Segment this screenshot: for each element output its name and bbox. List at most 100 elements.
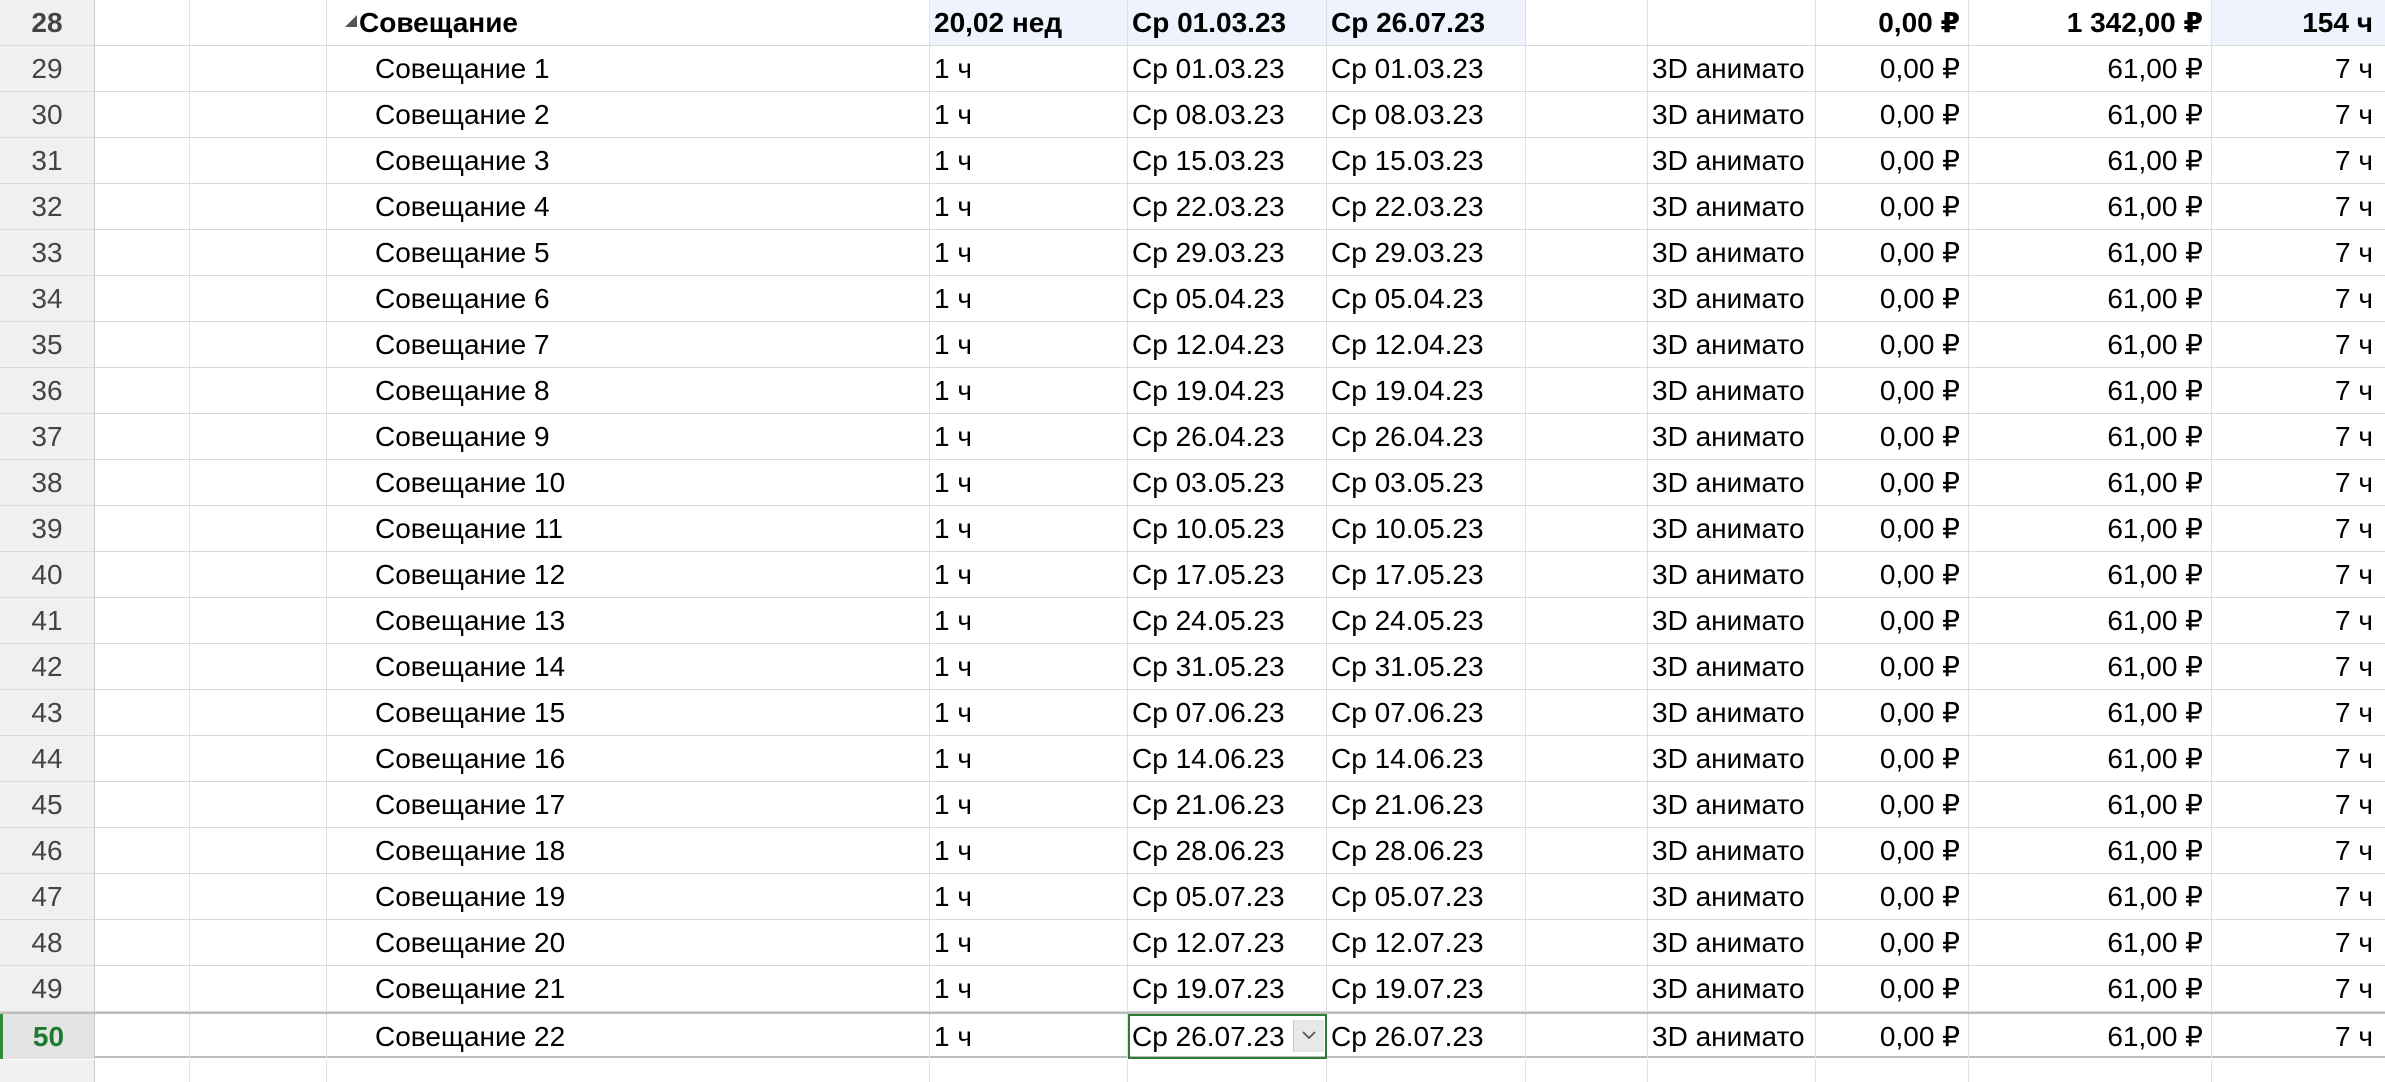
resource-cell[interactable]: 3D анимато <box>1648 552 1816 597</box>
collapse-triangle-icon[interactable] <box>345 14 357 27</box>
finish-cell[interactable]: Ср 24.05.23 <box>1327 598 1526 643</box>
fixed-cost-cell[interactable]: 0,00 ₽ <box>1816 598 1969 643</box>
cost-cell[interactable]: 61,00 ₽ <box>1969 322 2212 367</box>
cost-cell[interactable]: 61,00 ₽ <box>1969 460 2212 505</box>
task-name-cell[interactable]: Совещание 22 <box>327 1014 930 1059</box>
resource-cell[interactable]: 3D анимато <box>1648 690 1816 735</box>
cost-cell[interactable]: 61,00 ₽ <box>1969 414 2212 459</box>
row-id[interactable]: 40 <box>0 552 95 597</box>
task-row[interactable]: 44 Совещание 16 1 ч Ср 14.06.23 Ср 14.06.23 3… <box>0 736 2385 782</box>
resource-cell[interactable]: 3D анимато <box>1648 736 1816 781</box>
predecessors-cell[interactable] <box>1526 920 1648 965</box>
row-id[interactable]: 29 <box>0 46 95 91</box>
row-id[interactable]: 41 <box>0 598 95 643</box>
resource-cell[interactable]: 3D анимато <box>1648 506 1816 551</box>
resource-cell[interactable]: 3D анимато <box>1648 598 1816 643</box>
fixed-cost-cell[interactable]: 0,00 ₽ <box>1816 1014 1969 1059</box>
predecessors-cell[interactable] <box>1526 828 1648 873</box>
duration-cell[interactable]: 20,02 нед <box>930 0 1128 45</box>
resource-cell[interactable]: 3D анимато <box>1648 966 1816 1011</box>
predecessors-cell[interactable] <box>1526 184 1648 229</box>
work-cell[interactable]: 7 ч <box>2335 743 2373 774</box>
work-cell[interactable]: 7 ч <box>2335 99 2373 130</box>
task-name-cell[interactable]: Совещание 14 <box>327 644 930 689</box>
fixed-cost-cell[interactable]: 0,00 ₽ <box>1816 138 1969 183</box>
work-cell[interactable]: 7 ч <box>2335 973 2373 1004</box>
row-id[interactable]: 33 <box>0 230 95 275</box>
predecessors-cell[interactable] <box>1526 276 1648 321</box>
cost-cell[interactable]: 61,00 ₽ <box>1969 184 2212 229</box>
task-mode-cell[interactable] <box>190 782 327 827</box>
start-cell[interactable]: Ср 31.05.23 <box>1128 644 1327 689</box>
work-cell[interactable]: 7 ч <box>2335 329 2373 360</box>
finish-cell[interactable]: Ср 15.03.23 <box>1327 138 1526 183</box>
duration-cell[interactable]: 1 ч <box>930 92 1128 137</box>
cost-cell[interactable]: 1 342,00 ₽ <box>1969 0 2212 45</box>
resource-cell[interactable]: 3D анимато <box>1648 828 1816 873</box>
cost-cell[interactable]: 61,00 ₽ <box>1969 736 2212 781</box>
start-cell[interactable]: Ср 01.03.23 <box>1128 0 1327 45</box>
cost-cell[interactable]: 61,00 ₽ <box>1969 966 2212 1011</box>
row-id[interactable]: 30 <box>0 92 95 137</box>
duration-cell[interactable]: 1 ч <box>930 736 1128 781</box>
summary-task-row[interactable]: 28 Совещание 20,02 нед Ср 01.03.23 Ср 26… <box>0 0 2385 46</box>
start-cell[interactable]: Ср 26.04.23 <box>1128 414 1327 459</box>
finish-cell[interactable]: Ср 19.04.23 <box>1327 368 1526 413</box>
row-id[interactable]: 46 <box>0 828 95 873</box>
task-mode-cell[interactable] <box>190 1014 327 1059</box>
task-name-cell[interactable]: Совещание 19 <box>327 874 930 919</box>
work-cell[interactable]: 7 ч <box>2335 835 2373 866</box>
resource-cell[interactable]: 3D анимато <box>1648 920 1816 965</box>
task-name-cell[interactable]: Совещание 7 <box>327 322 930 367</box>
duration-cell[interactable]: 1 ч <box>930 782 1128 827</box>
task-mode-cell[interactable] <box>190 920 327 965</box>
task-name-cell[interactable]: Совещание 6 <box>327 276 930 321</box>
task-mode-cell[interactable] <box>190 46 327 91</box>
start-cell[interactable]: Ср 08.03.23 <box>1128 92 1327 137</box>
work-cell[interactable]: 7 ч <box>2335 513 2373 544</box>
start-cell[interactable]: Ср 03.05.23 <box>1128 460 1327 505</box>
work-cell[interactable]: 7 ч <box>2335 559 2373 590</box>
start-cell[interactable]: Ср 17.05.23 <box>1128 552 1327 597</box>
row-id[interactable]: 43 <box>0 690 95 735</box>
row-id[interactable]: 42 <box>0 644 95 689</box>
fixed-cost-cell[interactable]: 0,00 ₽ <box>1816 230 1969 275</box>
duration-cell[interactable]: 1 ч <box>930 966 1128 1011</box>
task-mode-cell[interactable] <box>190 644 327 689</box>
start-cell[interactable]: Ср 28.06.23 <box>1128 828 1327 873</box>
finish-cell[interactable]: Ср 26.07.23 <box>1327 0 1526 45</box>
finish-cell[interactable]: Ср 10.05.23 <box>1327 506 1526 551</box>
work-cell[interactable]: 7 ч <box>2335 651 2373 682</box>
work-cell[interactable]: 154 ч <box>2212 0 2385 45</box>
cost-cell[interactable]: 61,00 ₽ <box>1969 552 2212 597</box>
predecessors-cell[interactable] <box>1526 552 1648 597</box>
duration-cell[interactable]: 1 ч <box>930 368 1128 413</box>
work-cell[interactable]: 7 ч <box>2335 789 2373 820</box>
fixed-cost-cell[interactable]: 0,00 ₽ <box>1816 736 1969 781</box>
task-mode-cell[interactable] <box>190 276 327 321</box>
resource-cell[interactable]: 3D анимато <box>1648 276 1816 321</box>
task-mode-cell[interactable] <box>190 138 327 183</box>
predecessors-cell[interactable] <box>1526 0 1648 45</box>
row-id[interactable]: 28 <box>0 0 95 45</box>
duration-cell[interactable]: 1 ч <box>930 644 1128 689</box>
finish-cell[interactable]: Ср 05.07.23 <box>1327 874 1526 919</box>
cost-cell[interactable]: 61,00 ₽ <box>1969 644 2212 689</box>
work-cell[interactable]: 7 ч <box>2335 421 2373 452</box>
resource-cell[interactable]: 3D анимато <box>1648 874 1816 919</box>
fixed-cost-cell[interactable]: 0,00 ₽ <box>1816 368 1969 413</box>
row-id[interactable]: 34 <box>0 276 95 321</box>
cost-cell[interactable]: 61,00 ₽ <box>1969 828 2212 873</box>
row-id[interactable]: 45 <box>0 782 95 827</box>
cost-cell[interactable]: 61,00 ₽ <box>1969 46 2212 91</box>
finish-cell[interactable]: Ср 26.04.23 <box>1327 414 1526 459</box>
duration-cell[interactable]: 1 ч <box>930 414 1128 459</box>
row-id[interactable]: 35 <box>0 322 95 367</box>
fixed-cost-cell[interactable]: 0,00 ₽ <box>1816 828 1969 873</box>
duration-cell[interactable]: 1 ч <box>930 598 1128 643</box>
task-row[interactable]: 45 Совещание 17 1 ч Ср 21.06.23 Ср 21.06.23 3… <box>0 782 2385 828</box>
